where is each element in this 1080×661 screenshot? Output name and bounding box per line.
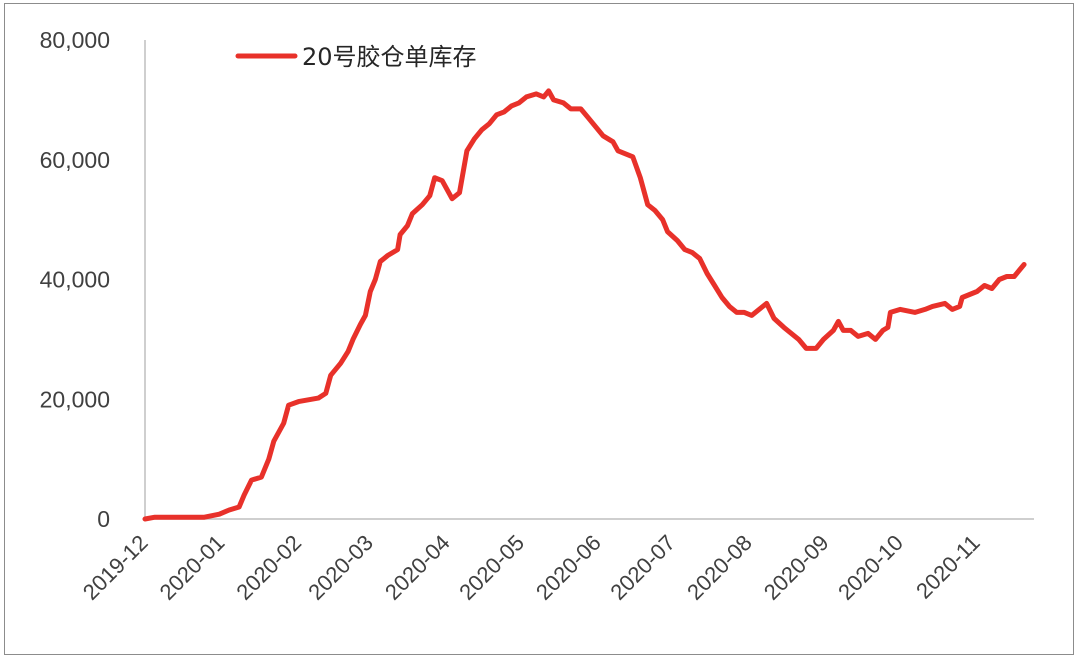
legend-label: 20号胶仓单库存: [302, 43, 477, 71]
axes: [144, 40, 1034, 520]
y-tick-label: 80,000: [40, 27, 110, 53]
x-tick-label: 2020-03: [303, 530, 378, 605]
y-tick-label: 0: [97, 506, 110, 532]
x-tick-label: 2020-05: [454, 530, 529, 605]
x-tick-label: 2020-10: [833, 530, 908, 605]
x-tick-label: 2020-04: [380, 530, 455, 605]
x-tick-label: 2019-12: [78, 530, 153, 605]
legend: 20号胶仓单库存: [235, 43, 477, 71]
y-tick-label: 40,000: [40, 267, 110, 293]
chart-frame: [4, 3, 1074, 655]
y-tick-label: 20,000: [40, 386, 110, 412]
x-tick-label: 2020-11: [911, 530, 985, 604]
y-tick-labels: 0 20,000 40,000 60,000 80,000: [40, 27, 110, 532]
x-tick-label: 2020-09: [759, 530, 834, 605]
series-layer: [142, 88, 1027, 522]
x-tick-label: 2020-01: [155, 530, 230, 605]
x-tick-label: 2020-02: [231, 530, 306, 605]
series-line: [142, 88, 1027, 522]
y-tick-label: 60,000: [40, 147, 110, 173]
x-tick-label: 2020-07: [605, 530, 680, 605]
x-tick-label: 2020-08: [682, 530, 757, 605]
x-tick-label: 2020-06: [531, 530, 606, 605]
